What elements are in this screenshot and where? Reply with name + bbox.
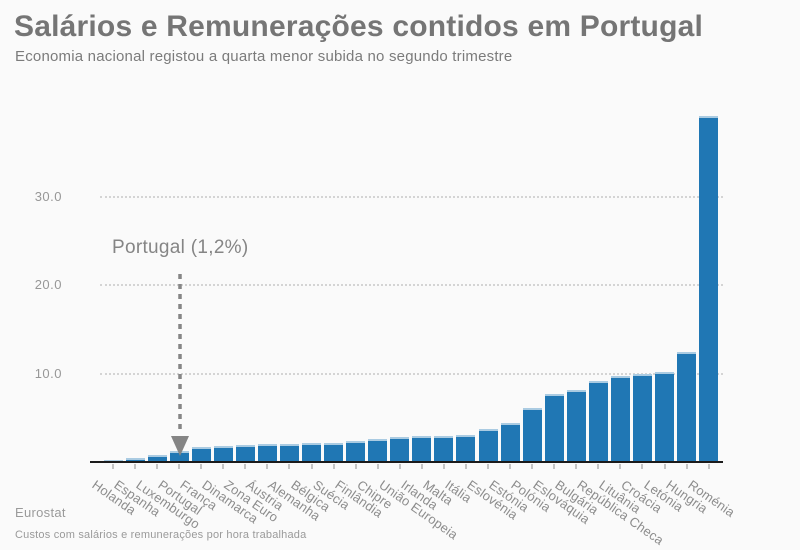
source-label: Eurostat <box>15 505 66 520</box>
gridline-10.0 <box>100 372 723 375</box>
bar-itália <box>456 434 476 462</box>
x-tick <box>663 464 666 469</box>
bar-finlândia <box>346 440 366 462</box>
x-tick <box>509 464 512 469</box>
x-tick <box>641 464 644 469</box>
x-tick <box>332 464 335 469</box>
bar-irlanda <box>412 436 432 462</box>
x-tick <box>442 464 445 469</box>
x-tick <box>420 464 423 469</box>
x-tick <box>376 464 379 469</box>
x-axis-line <box>90 461 723 463</box>
x-tick <box>266 464 269 469</box>
x-tick <box>156 464 159 469</box>
x-tick <box>685 464 688 469</box>
bar-eslovénia <box>478 429 498 462</box>
x-tick <box>398 464 401 469</box>
bar-roménia <box>699 116 719 462</box>
gridline-30.0 <box>100 196 723 199</box>
bar-eslováquia <box>544 394 564 462</box>
bar-letónia <box>655 371 674 462</box>
x-tick <box>310 464 313 469</box>
y-tick-label: 30.0 <box>34 189 62 205</box>
x-tick <box>112 464 114 469</box>
x-tick <box>288 464 291 469</box>
bar-alemanha <box>279 444 299 462</box>
x-tick <box>134 464 137 469</box>
bar-bulgária <box>566 389 586 462</box>
bar-república-checa <box>588 380 608 462</box>
bar-chipre <box>368 439 388 462</box>
bar-dinamarca <box>213 446 233 462</box>
bar-croácia <box>632 373 652 462</box>
bar-espanha <box>125 457 145 462</box>
x-tick <box>222 464 225 469</box>
bar-frança <box>191 446 211 462</box>
x-tick <box>707 464 710 469</box>
bar-estónia <box>500 423 520 462</box>
gridline-20.0 <box>100 284 723 287</box>
bar-suécia <box>324 442 344 462</box>
x-tick <box>597 464 600 469</box>
y-tick-label: 10.0 <box>34 365 62 381</box>
bar-união-europeia <box>390 437 410 462</box>
x-tick <box>619 464 622 469</box>
source-footnote: Custos com salários e remunerações por h… <box>15 529 307 541</box>
x-tick <box>553 464 556 469</box>
bar-malta <box>434 435 454 462</box>
bar-hungria <box>677 351 697 462</box>
x-tick <box>531 464 534 469</box>
x-tick <box>200 464 203 469</box>
bar-luxemburgo <box>147 454 167 462</box>
x-tick <box>464 464 467 469</box>
portugal-annotation-label: Portugal (1,2%) <box>112 237 249 258</box>
x-tick <box>178 464 181 469</box>
bar-zona-euro <box>235 445 255 462</box>
y-tick-label: 20.0 <box>34 277 62 293</box>
x-tick <box>354 464 357 469</box>
bar-bélgica <box>302 443 322 462</box>
chart-title: Salários e Remunerações contidos em Port… <box>14 10 704 43</box>
x-tick <box>244 464 247 469</box>
x-tick <box>487 464 490 469</box>
chart-subtitle: Economia nacional registou a quarta meno… <box>15 48 513 65</box>
bar-áustria <box>257 444 277 462</box>
x-tick <box>575 464 578 469</box>
bar-lituânia <box>610 375 630 462</box>
bar-polónia <box>522 408 542 462</box>
